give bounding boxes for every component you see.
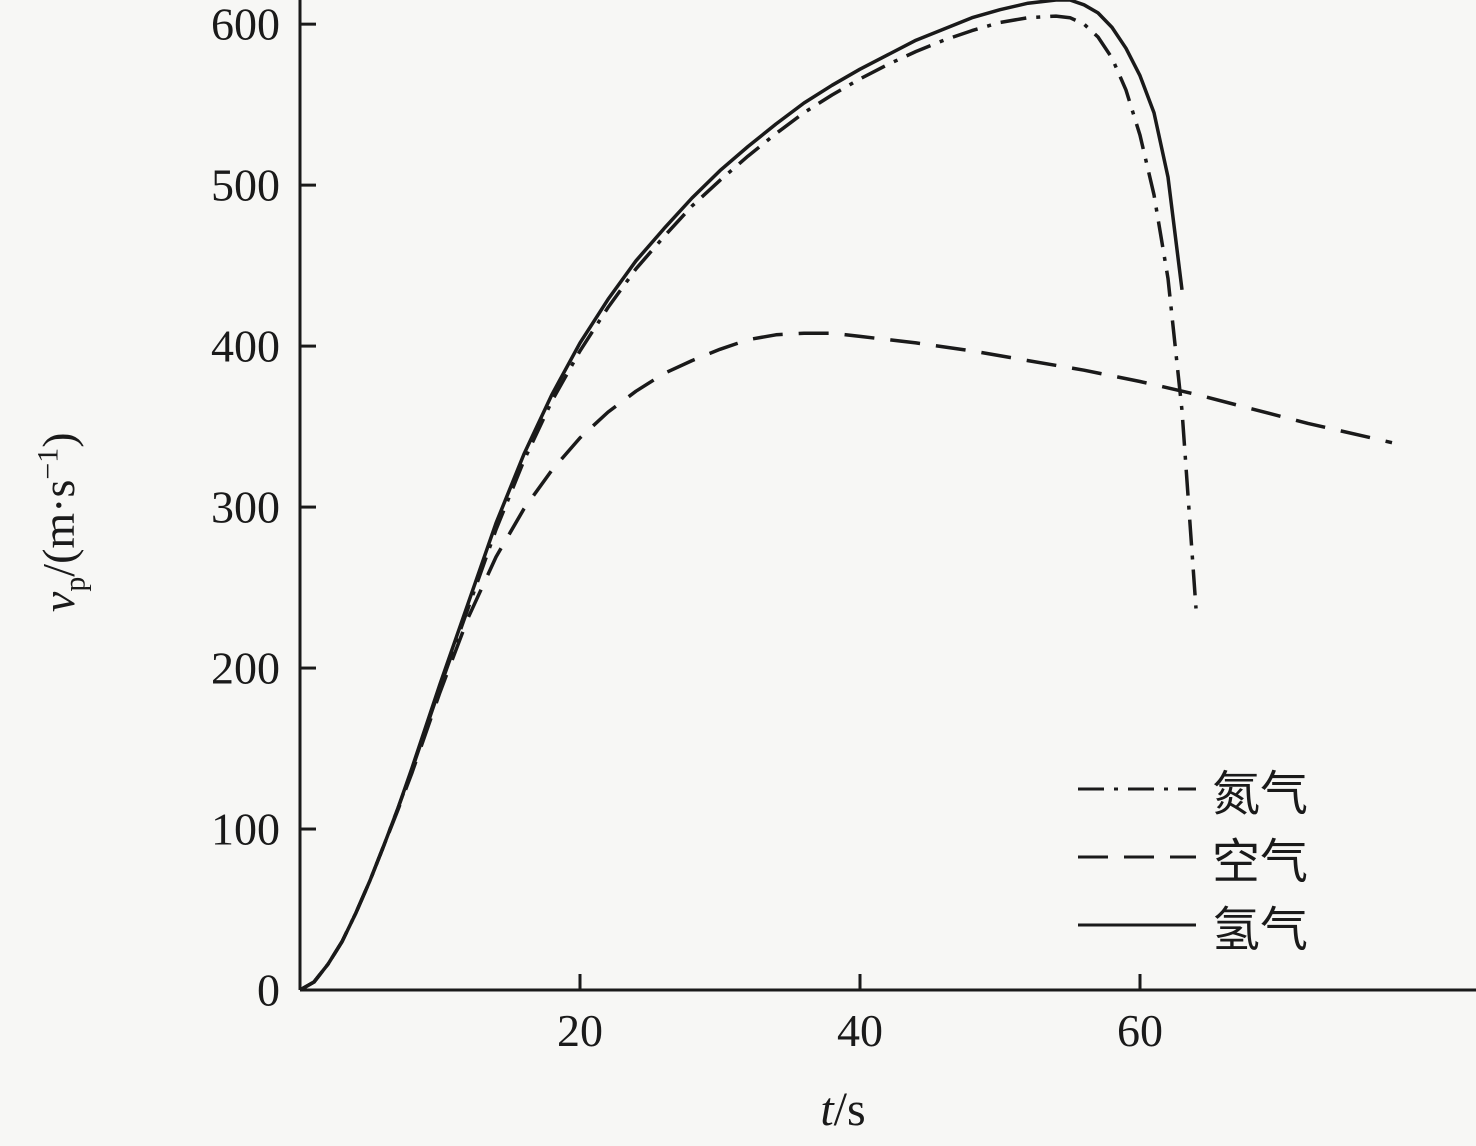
y-axis-sup: −1 (31, 447, 65, 480)
y-tick-label: 300 (211, 481, 280, 533)
y-tick-label: 0 (257, 964, 280, 1016)
legend-row-air: 空气 (1078, 830, 1308, 890)
y-axis-sub: p (58, 576, 92, 592)
x-tick-label: 20 (557, 1005, 603, 1056)
y-tick-label: 200 (211, 642, 280, 694)
air-dashed-line-icon (1078, 855, 1196, 859)
y-tick-label: 100 (211, 803, 280, 855)
y-axis-title: vp/(m·s−1) (32, 342, 93, 702)
y-tick-label: 600 (211, 0, 280, 50)
legend-row-hydrogen: 氢气 (1078, 898, 1308, 958)
legend-label-nitrogen: 氮气 (1212, 766, 1309, 822)
y-axis-mid: /(m·s (33, 479, 85, 577)
x-axis-rest: /s (833, 1083, 866, 1136)
nitrogen-dashdot-line-icon (1078, 787, 1196, 791)
y-tick-label: 400 (211, 320, 280, 372)
x-tick-label: 60 (1117, 1005, 1163, 1056)
x-tick-label: 40 (837, 1005, 883, 1056)
legend-label-air: 空气 (1212, 834, 1309, 890)
hydrogen-solid-line-icon (1078, 923, 1196, 927)
y-axis-end: ) (33, 432, 85, 448)
hydrogen-curve (299, 0, 1184, 992)
legend-row-nitrogen: 氮气 (1078, 762, 1308, 822)
x-axis-title: t/s (783, 1082, 903, 1137)
y-tick-label: 500 (211, 159, 280, 211)
legend: 氮气 空气 氢气 (1078, 762, 1308, 958)
y-axis-var: v (33, 591, 85, 613)
legend-label-hydrogen: 氢气 (1212, 902, 1309, 958)
x-axis-var: t (820, 1083, 834, 1136)
nitrogen-curve (299, 14, 1198, 992)
